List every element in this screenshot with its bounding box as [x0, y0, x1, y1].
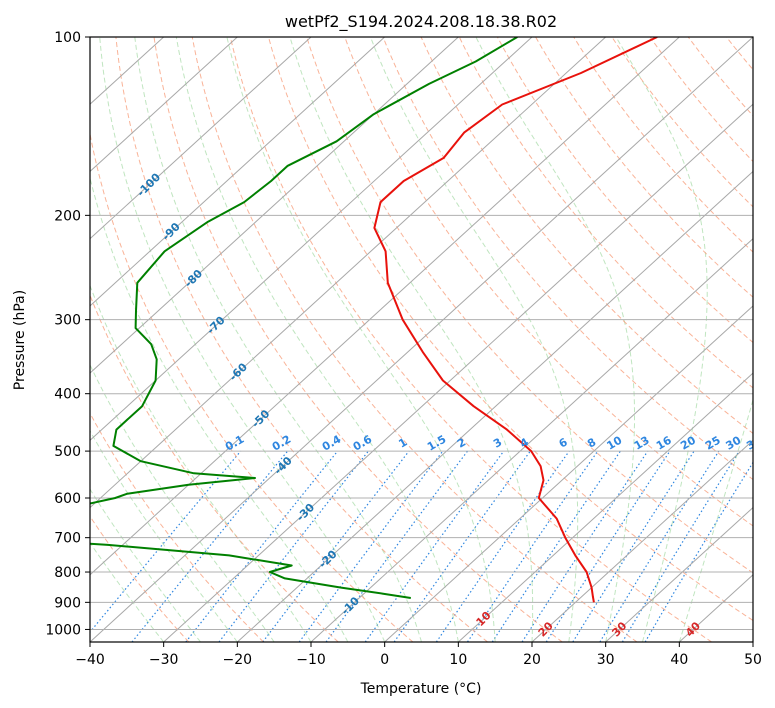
mixing-ratio-line	[364, 450, 505, 642]
moist-adiabat-line	[99, 37, 386, 642]
y-tick-label: 700	[54, 531, 81, 547]
moist-adiabat-line	[226, 37, 496, 642]
mixing-ratio-line	[262, 450, 410, 642]
isotherm-line	[90, 37, 753, 642]
y-tick-label: 400	[54, 387, 81, 403]
plot-area: 0.10.20.40.611.52346810131620253036-100-…	[90, 37, 764, 642]
mixing-ratio-line	[491, 450, 621, 642]
chart-title: wetPf2_S194.2024.208.18.38.R02	[285, 12, 557, 32]
dewpoint-profile	[90, 37, 518, 599]
moist-adiabat-line	[678, 398, 753, 642]
isotherm-line	[90, 37, 386, 307]
moist-adiabat-line	[175, 37, 459, 642]
isotherms	[90, 37, 753, 642]
moist-adiabat-line	[475, 37, 635, 642]
x-tick-label: 40	[670, 652, 688, 668]
y-tick-label: 200	[54, 208, 81, 224]
plot-frame	[89, 36, 754, 643]
x-tick-label: −10	[296, 652, 326, 668]
dry-adiabat-line	[191, 37, 638, 642]
moist-adiabat-line	[134, 37, 422, 642]
isotherm-line	[384, 305, 753, 642]
dry-adiabat-line	[90, 412, 264, 642]
isotherm-line	[457, 372, 753, 642]
mixing-ratio-line	[325, 450, 468, 642]
y-tick-label: 1000	[45, 622, 81, 638]
mixing-ratio-lines	[90, 450, 753, 642]
dry-adiabat-line	[153, 37, 563, 642]
y-tick-label: 300	[54, 313, 81, 329]
x-tick-label: 20	[523, 652, 541, 668]
isotherm-line	[310, 237, 753, 642]
mixing-ratio-line	[131, 450, 289, 642]
x-tick-label: −20	[223, 652, 253, 668]
mixing-ratio-line	[90, 450, 242, 633]
dry-adiabat-line	[306, 37, 753, 574]
dry-adiabat-line	[90, 515, 190, 642]
isotherm-line	[163, 103, 753, 642]
profile-series	[90, 37, 658, 603]
axis-ticks: −40 −30 −20 −10 0 10 20 30 40 50 100 200 300 400 500 60…	[45, 30, 762, 668]
mixing-ratio-line	[545, 450, 671, 642]
mixing-ratio-line	[466, 450, 599, 642]
y-tick-label: 100	[54, 30, 81, 46]
isotherm-line	[605, 506, 753, 642]
dry-adiabat-line	[344, 37, 753, 527]
dry-adiabat-line	[115, 37, 488, 642]
x-tick-label: 50	[744, 652, 762, 668]
dry-adiabat-line	[496, 37, 753, 344]
y-tick-label: 500	[54, 444, 81, 460]
dry-adiabat-line	[229, 37, 712, 642]
moist-adiabat-line	[615, 37, 708, 642]
dry-adiabat-line	[267, 37, 753, 622]
dry-adiabats	[90, 37, 753, 642]
x-tick-label: 30	[597, 652, 615, 668]
y-tick-label: 600	[54, 491, 81, 507]
y-tick-label: 900	[54, 595, 81, 611]
isotherm-line	[90, 37, 459, 374]
x-axis-label: Temperature (°C)	[360, 681, 482, 697]
contour-label: 36	[744, 433, 764, 452]
mixing-ratio-line	[621, 450, 740, 642]
isotherm-line	[90, 37, 680, 576]
isotherm-line	[90, 37, 312, 240]
moist-adiabat-line	[90, 363, 275, 642]
x-tick-label: 10	[449, 652, 467, 668]
isotherm-line	[90, 37, 533, 442]
mixing-ratio-line	[572, 450, 695, 642]
moist-adiabat-line	[370, 37, 579, 642]
mixing-ratio-line	[185, 450, 339, 642]
x-tick-label: −40	[75, 652, 105, 668]
dry-adiabat-line	[420, 37, 753, 435]
isobars	[90, 37, 753, 630]
temperature-profile	[373, 37, 658, 603]
dry-adiabat-line	[90, 293, 339, 642]
isotherm-line	[90, 37, 607, 509]
isotherm-line	[236, 170, 753, 642]
dry-adiabat-line	[90, 131, 414, 642]
y-axis-label: Pressure (hPa)	[12, 290, 28, 390]
moist-adiabat-line	[90, 429, 238, 642]
x-tick-label: 0	[380, 652, 389, 668]
mixing-ratio-line	[298, 450, 444, 642]
isotherm-line	[531, 439, 753, 642]
isotherm-line	[90, 37, 238, 173]
mixing-ratio-line	[521, 450, 649, 642]
x-tick-label: −30	[149, 652, 179, 668]
y-tick-label: 800	[54, 565, 81, 581]
moist-adiabat-line	[289, 37, 534, 642]
mixing-ratio-line	[435, 450, 570, 642]
moist-adiabat-line	[90, 175, 349, 642]
